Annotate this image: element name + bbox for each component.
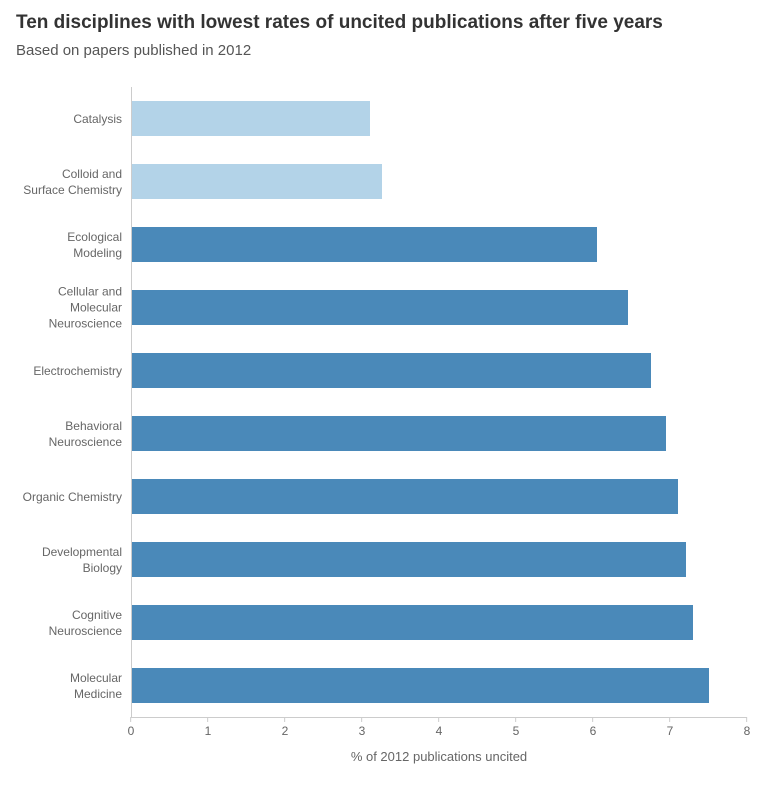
bars-container: CatalysisColloid and Surface ChemistryEc…: [132, 87, 747, 717]
x-tick: 2: [282, 718, 289, 738]
bar-row: Electrochemistry: [132, 339, 747, 402]
category-label: Developmental Biology: [22, 543, 132, 575]
bar: [132, 542, 686, 577]
bar: [132, 479, 678, 514]
bar-row: Behavioral Neuroscience: [132, 402, 747, 465]
x-tick: 1: [205, 718, 212, 738]
bar-row: Colloid and Surface Chemistry: [132, 150, 747, 213]
category-label: Catalysis: [22, 110, 132, 126]
x-tick: 4: [436, 718, 443, 738]
x-tick: 7: [667, 718, 674, 738]
bar-row: Molecular Medicine: [132, 654, 747, 717]
bar: [132, 416, 666, 451]
category-label: Organic Chemistry: [22, 488, 132, 504]
x-tick: 0: [128, 718, 135, 738]
category-label: Molecular Medicine: [22, 669, 132, 701]
chart-subtitle: Based on papers published in 2012: [16, 42, 763, 59]
category-label: Ecological Modeling: [22, 228, 132, 260]
x-tick: 8: [744, 718, 751, 738]
category-label: Behavioral Neuroscience: [22, 417, 132, 449]
x-axis: 012345678: [131, 717, 747, 745]
bar-row: Catalysis: [132, 87, 747, 150]
category-label: Electrochemistry: [22, 362, 132, 378]
bar: [132, 290, 628, 325]
bar: [132, 668, 709, 703]
category-label: Cognitive Neuroscience: [22, 606, 132, 638]
x-tick: 5: [513, 718, 520, 738]
bar-row: Organic Chemistry: [132, 465, 747, 528]
bar: [132, 227, 597, 262]
x-tick: 6: [590, 718, 597, 738]
bar: [132, 164, 382, 199]
bar-row: Developmental Biology: [132, 528, 747, 591]
bar-row: Ecological Modeling: [132, 213, 747, 276]
category-label: Colloid and Surface Chemistry: [22, 165, 132, 197]
bar-row: Cellular and Molecular Neuroscience: [132, 276, 747, 339]
x-tick: 3: [359, 718, 366, 738]
x-axis-label: % of 2012 publications uncited: [131, 745, 747, 764]
category-label: Cellular and Molecular Neuroscience: [22, 283, 132, 332]
bar: [132, 605, 693, 640]
plot-area: CatalysisColloid and Surface ChemistryEc…: [131, 87, 747, 717]
bar: [132, 101, 370, 136]
chart-title: Ten disciplines with lowest rates of unc…: [16, 12, 763, 34]
bar-chart: CatalysisColloid and Surface ChemistryEc…: [16, 87, 763, 764]
bar: [132, 353, 651, 388]
bar-row: Cognitive Neuroscience: [132, 591, 747, 654]
